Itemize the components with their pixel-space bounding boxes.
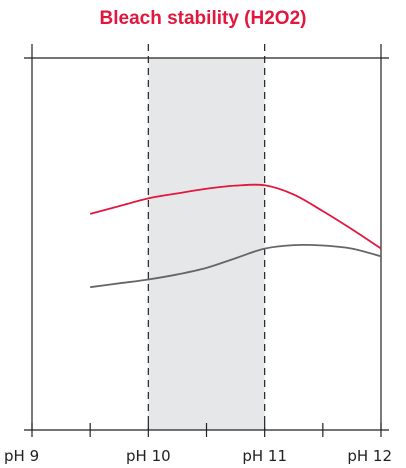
x-tick-label-3: pH 12: [347, 447, 392, 465]
x-tick-label-2: pH 11: [242, 447, 287, 465]
shaded-band: [148, 58, 265, 430]
x-tick-label-0: pH 9: [4, 447, 39, 465]
series-line-1: [90, 243, 382, 289]
x-tick-label-1: pH 10: [126, 447, 171, 465]
chart-title: Bleach stability (H2O2): [99, 8, 307, 29]
series-line-0: [89, 183, 382, 250]
